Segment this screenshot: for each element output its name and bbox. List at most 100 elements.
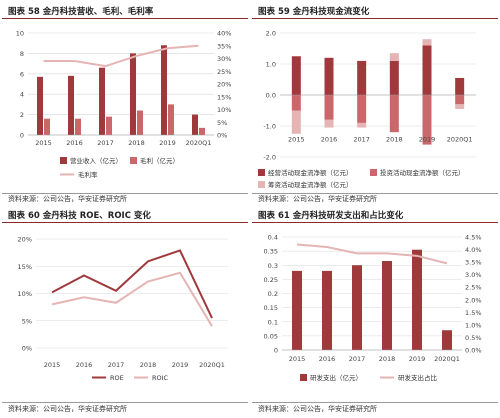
legend-swatch: [130, 157, 137, 164]
legend-swatch: [258, 181, 265, 188]
legend-label: 研发支出占比: [398, 373, 438, 382]
source-divider: [252, 193, 498, 194]
source-note: 资料来源：公司公告，华安证券研究所: [258, 195, 377, 203]
y-tick-label: 1.5%: [465, 309, 482, 317]
y-tick-label: 0.3: [268, 262, 278, 270]
x-tick-label: 2016: [66, 139, 83, 147]
x-tick-label: 2019: [172, 361, 189, 369]
bar-segment: [389, 60, 399, 95]
bar-segment: [291, 56, 301, 95]
bar: [44, 118, 50, 135]
y-tick-label: 2.0%: [465, 296, 482, 304]
y-tick-label: 20%: [217, 81, 231, 89]
y-tick-label: 4: [20, 91, 24, 99]
bar-segment: [422, 39, 432, 46]
chart-panel-58: 图表 58 金丹科技营收、毛利、毛利率 0 2 4 6 8 10 0% 5% 10% 15% 20%…: [2, 3, 248, 203]
bar: [352, 265, 362, 350]
chart-panel-61: 图表 61 金丹科技研发支出和占比变化 0 0.05 0.1 0.15 0.2 0.25 0…: [252, 207, 498, 418]
bar: [75, 118, 81, 135]
title-divider: [2, 222, 248, 223]
legend-label: ROE: [110, 374, 124, 382]
x-tick-label: 2018: [379, 355, 396, 363]
legend-swatch: [300, 374, 307, 381]
source-divider: [2, 402, 248, 403]
chart-58-svg: 0 2 4 6 8 10 0% 5% 10% 15% 20% 25% 30% 35% 40% 2015 2016…: [16, 30, 232, 180]
x-tick-label: 2018: [386, 136, 403, 144]
chart-60-svg: 0% 5% 10% 15% 20% 2015 2016 2017 2018 2019 2020Q1 R…: [18, 236, 228, 382]
bar-segment: [422, 45, 432, 95]
x-tick-label: 2018: [128, 139, 145, 147]
bar-segment: [422, 95, 432, 145]
bar: [37, 76, 43, 135]
y-tick-label: 25%: [217, 68, 231, 76]
bar: [130, 53, 136, 135]
bar: [442, 330, 452, 350]
y-tick-label: 0: [20, 132, 24, 140]
x-tick-label: 2015: [289, 355, 306, 363]
y-tick-label: 0.0%: [465, 347, 482, 355]
y-tick-label: 2.0: [266, 30, 276, 38]
x-tick-label: 2016: [76, 361, 93, 369]
legend-label: 毛利率: [78, 170, 98, 179]
x-tick-label: 2019: [409, 355, 426, 363]
chart-title: 图表 59 金丹科技现金流变化: [258, 7, 370, 17]
title-divider: [252, 18, 498, 19]
x-tick-label: 2017: [108, 361, 125, 369]
y-tick-label: 0.35: [264, 248, 278, 256]
y-tick-label: 0.1: [268, 318, 278, 326]
chart-title: 图表 61 金丹科技研发支出和占比变化: [258, 211, 404, 221]
bar: [168, 104, 174, 135]
x-tick-label: 2020Q1: [434, 355, 460, 363]
y-tick-label: 15%: [217, 93, 231, 101]
legend-swatch: [258, 169, 265, 176]
y-tick-label: 20%: [18, 236, 32, 244]
bar: [322, 270, 332, 350]
legend-label: 经营活动现金流净额（亿元）: [268, 168, 353, 177]
chart-panel-59: 图表 59 金丹科技现金流变化 2.0 1.0 0.0 -1.0 -2.0 2015 201…: [252, 3, 498, 203]
bar-segment: [389, 53, 399, 61]
y-tick-label: 8: [20, 50, 24, 58]
y-tick-label: 0.2: [268, 290, 278, 298]
bar-segment: [324, 57, 334, 95]
chart-panel-60: 图表 60 金丹科技 ROE、ROIC 变化 0% 5% 10% 15% 20% 2015…: [2, 207, 248, 418]
x-tick-label: 2019: [419, 136, 436, 144]
x-tick-label: 2015: [288, 136, 305, 144]
bar-segment: [455, 104, 465, 109]
bar: [292, 270, 302, 350]
y-tick-label: -2.0: [263, 154, 276, 162]
chart-59-svg: 2.0 1.0 0.0 -1.0 -2.0 2015 2016 2017 2018 2019 202…: [258, 30, 476, 189]
bar-segment: [455, 95, 465, 105]
source-divider: [252, 402, 498, 403]
x-tick-label: 2015: [35, 139, 52, 147]
bar-segment: [357, 95, 367, 123]
y-tick-label: 4.0%: [465, 246, 482, 254]
y-tick-label: 3.0%: [465, 271, 482, 279]
title-divider: [2, 18, 248, 19]
x-tick-label: 2017: [353, 136, 370, 144]
title-divider: [252, 222, 498, 223]
y-tick-label: 6: [20, 70, 24, 78]
legend-swatch: [370, 169, 377, 176]
y-tick-label: 0%: [22, 345, 32, 353]
legend-label: 研发支出（亿元）: [310, 373, 362, 382]
y-tick-label: 0.05: [264, 332, 278, 340]
y-tick-label: 1.0: [266, 61, 276, 69]
x-tick-label: 2018: [140, 361, 157, 369]
y-tick-label: 5%: [217, 119, 227, 127]
x-tick-label: 2017: [97, 139, 114, 147]
bar-segment: [357, 122, 367, 128]
source-note: 资料来源：公司公告，华安证券研究所: [8, 405, 127, 413]
series-line: [296, 243, 448, 265]
y-tick-label: 10: [16, 30, 24, 38]
y-tick-label: 0.0: [266, 92, 276, 100]
y-tick-label: 40%: [217, 30, 231, 38]
y-tick-label: 35%: [217, 42, 231, 50]
bar: [68, 75, 74, 135]
source-divider: [2, 193, 248, 194]
bar: [382, 261, 392, 350]
bar-segment: [389, 95, 399, 133]
bar: [137, 110, 143, 135]
bar: [161, 45, 167, 135]
source-note: 资料来源：公司公告，华安证券研究所: [8, 195, 127, 203]
y-tick-label: 2.5%: [465, 284, 482, 292]
